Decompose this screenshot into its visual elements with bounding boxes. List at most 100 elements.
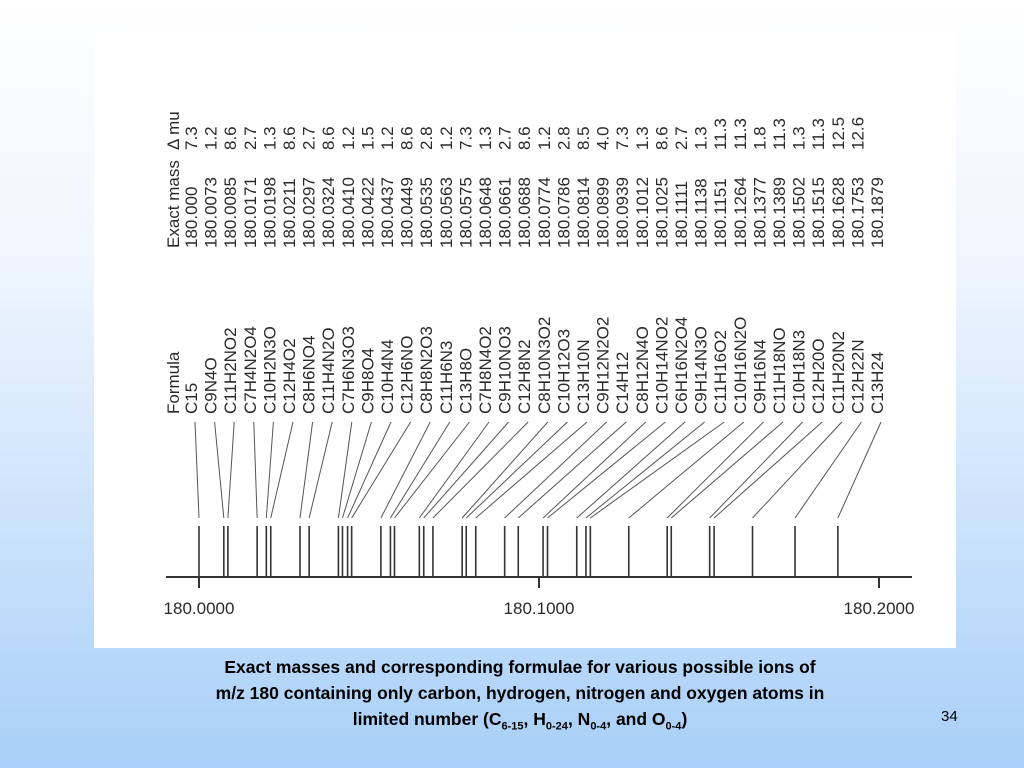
connector-line: [394, 421, 470, 519]
connector-line: [337, 421, 353, 519]
exact-mass-label: 180.0563: [437, 177, 456, 248]
formula-label: C10H14NO2: [652, 317, 671, 414]
delta-mu-label: 2.7: [672, 126, 691, 150]
delta-mu-label: 1.2: [339, 126, 358, 150]
connector-line: [713, 421, 823, 519]
exact-mass-label: 180.0422: [358, 177, 377, 248]
connector-line: [380, 421, 431, 519]
formula-label: C7H8N4O2: [476, 326, 495, 414]
formula-label: C10H4N4: [378, 339, 397, 414]
connector-line: [461, 421, 549, 519]
exact-mass-label: 180.0814: [574, 177, 593, 248]
formula-label: C6H16N2O4: [672, 317, 691, 414]
delta-mu-label: 2.7: [496, 126, 515, 150]
exact-mass-label: 180.1389: [770, 177, 789, 248]
mass-spectrum-chart: Formula Exact mass Δ mu 180.0000 180.1000 180…: [164, 111, 915, 618]
connector-line: [590, 421, 725, 519]
header-formula: Formula: [164, 351, 183, 414]
exact-mass-label: 180.0437: [378, 177, 397, 248]
figure-caption: Exact masses and corresponding formulae …: [110, 654, 930, 740]
header-exact-mass: Exact mass: [164, 160, 183, 248]
delta-mu-label: 1.2: [202, 126, 221, 150]
formula-label: C9H10NO3: [496, 326, 515, 414]
delta-mu-label: 1.3: [692, 126, 711, 150]
connector-line: [214, 421, 225, 519]
formula-label: C7H6N3O3: [339, 326, 358, 414]
formula-label: C9N4O: [202, 357, 221, 414]
formula-label: C9H12N2O2: [594, 317, 613, 414]
exact-mass-label: 180.000: [182, 187, 201, 248]
caption-line-1: Exact masses and corresponding formulae …: [224, 657, 816, 677]
delta-mu-label: 7.3: [613, 126, 632, 150]
formula-label: C10H18N3: [790, 330, 809, 414]
connector-line: [342, 421, 372, 519]
exact-mass-label: 180.1138: [692, 178, 711, 248]
formula-label: C13H8O: [456, 348, 475, 414]
delta-mu-label: 4.0: [594, 126, 613, 150]
exact-mass-label: 180.0297: [300, 177, 319, 248]
connector-line: [794, 421, 862, 519]
delta-mu-label: 1.2: [437, 126, 456, 150]
exact-mass-label: 180.0688: [515, 177, 534, 248]
x-tick-label: 180.1000: [504, 599, 575, 618]
exact-mass-label: 180.0324: [319, 177, 338, 248]
caption-n-label: , N: [567, 709, 591, 729]
connector-line: [308, 421, 333, 519]
delta-mu-label: 8.6: [280, 126, 299, 150]
delta-mu-label: 8.5: [574, 126, 593, 150]
formula-label: C11H4N2O: [319, 327, 338, 414]
connector-line: [347, 421, 392, 519]
formula-label: C11H18NO: [770, 327, 789, 414]
exact-mass-label: 180.0085: [221, 177, 240, 248]
delta-mu-label: 2.8: [554, 126, 573, 150]
delta-mu-label: 12.5: [829, 117, 848, 150]
delta-mu-label: 1.8: [750, 126, 769, 150]
connector-line: [576, 421, 686, 519]
connector-line: [265, 421, 274, 519]
exact-mass-label: 180.0661: [496, 177, 515, 248]
formula-label: C9H14N3O: [692, 326, 711, 414]
formula-label: C8H12N4O: [633, 326, 652, 414]
formula-label: C13H24: [868, 352, 887, 414]
connector-line: [709, 421, 803, 519]
caption-o-label: , and O: [606, 709, 666, 729]
delta-mu-label: 2.8: [417, 126, 436, 150]
formula-label: C13H10N: [574, 339, 593, 414]
exact-mass-label: 180.0211: [280, 178, 299, 248]
delta-mu-label: 8.6: [652, 126, 671, 150]
exact-mass-label: 180.1111: [672, 181, 691, 248]
formula-label: C11H6N3: [437, 341, 456, 414]
figure-panel: Formula Exact mass Δ mu 180.0000 180.1000 180…: [94, 30, 956, 648]
header-delta-mu: Δ mu: [164, 111, 183, 150]
formula-label: C8H10N3O2: [535, 317, 554, 414]
connector-line: [227, 421, 235, 519]
connector-line: [432, 421, 529, 519]
caption-o-range: 0-4: [665, 720, 682, 733]
connector-line: [423, 421, 509, 519]
exact-mass-label: 180.1012: [633, 177, 652, 248]
formula-label: C9H8O4: [358, 348, 377, 414]
exact-mass-label: 180.1151: [711, 178, 730, 248]
delta-mu-label: 12.6: [848, 117, 867, 150]
delta-mu-label: 1.3: [633, 126, 652, 150]
caption-h-label: , H: [523, 709, 546, 729]
delta-mu-label: 8.6: [398, 126, 417, 150]
formula-label: C15: [182, 383, 201, 414]
exact-mass-label: 180.0073: [202, 177, 221, 248]
formula-label: C11H2NO2: [221, 327, 240, 414]
delta-mu-label: 8.6: [221, 126, 240, 150]
exact-mass-label: 180.1264: [731, 177, 750, 248]
connector-line: [299, 421, 314, 519]
connector-line: [465, 421, 568, 519]
exact-mass-label: 180.0575: [456, 177, 475, 248]
caption-c-range: 6-15: [501, 720, 524, 733]
connector-line: [670, 421, 784, 519]
x-tick-label: 180.0000: [164, 599, 235, 618]
delta-mu-label: 8.6: [515, 126, 534, 150]
delta-mu-label: 2.7: [300, 126, 319, 150]
formula-label: C12H6NO: [398, 336, 417, 414]
formula-label: C11H20N2: [829, 331, 848, 414]
connector-line: [837, 421, 882, 519]
connector-line: [517, 421, 627, 519]
delta-mu-label: 1.2: [535, 126, 554, 150]
